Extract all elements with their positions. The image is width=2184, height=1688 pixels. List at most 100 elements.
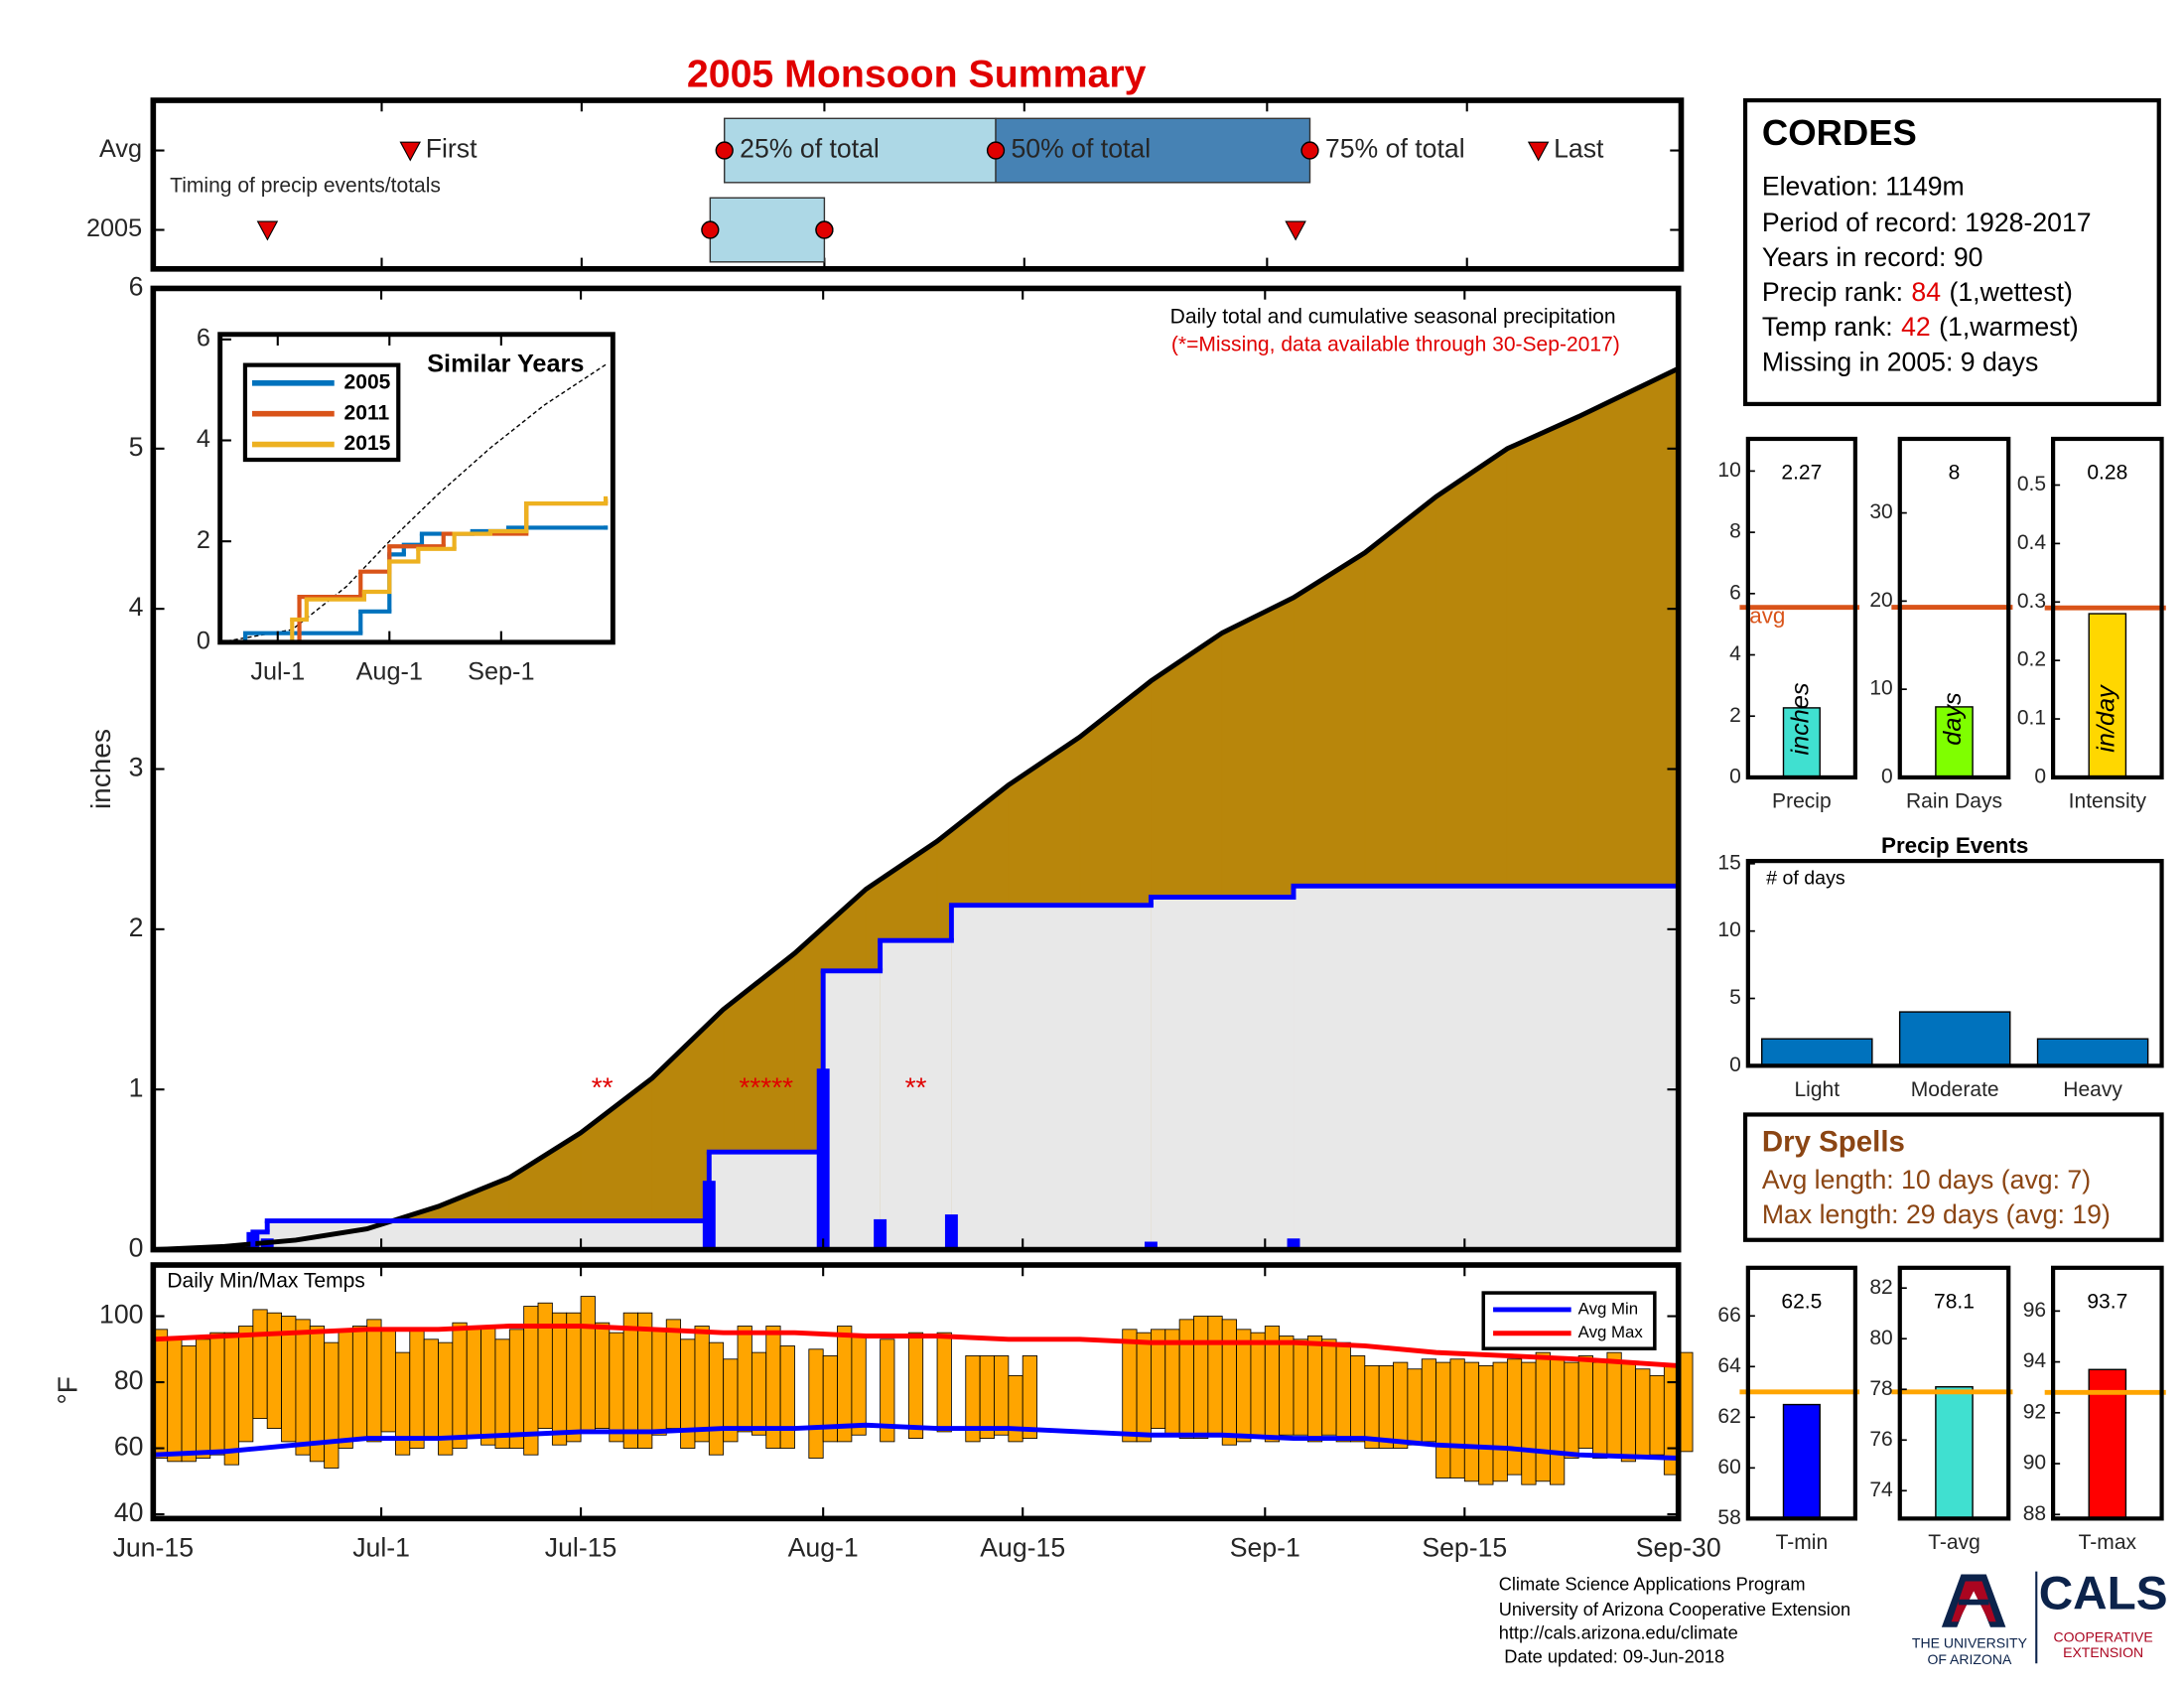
y-tick-label: 0.1 <box>2017 707 2046 730</box>
footer: Climate Science Applications Program Uni… <box>1499 1574 1850 1667</box>
y-tick-label: 10 <box>1717 459 1740 482</box>
temp-bar <box>480 1326 496 1446</box>
temp-bar <box>209 1332 225 1456</box>
temp-bar <box>694 1326 710 1443</box>
bar <box>2036 1038 2149 1067</box>
y-tick-label: 62 <box>1717 1405 1740 1428</box>
temp-bar <box>1407 1368 1423 1446</box>
axes-frame <box>1745 436 1857 780</box>
bar <box>1761 1038 1873 1067</box>
temp-bar <box>1022 1355 1037 1439</box>
precip-rank: Precip rank: 84 (1,wettest) <box>1762 277 2073 307</box>
temp-bar <box>1321 1338 1337 1436</box>
category-label: Light <box>1794 1078 1840 1101</box>
temp-bar <box>595 1322 611 1430</box>
temp-bar <box>1564 1361 1579 1459</box>
axes-frame <box>1897 436 2011 780</box>
temp-bar <box>665 1319 682 1430</box>
temp-bar <box>1635 1368 1651 1459</box>
season-area <box>880 940 952 1250</box>
temp-bar <box>1449 1358 1465 1478</box>
axes-frame <box>150 285 1682 1253</box>
y-tick-label: 2 <box>129 913 144 942</box>
temp-bar <box>266 1312 282 1430</box>
axes-frame <box>1745 859 2164 1068</box>
y-tick-label: 76 <box>1869 1428 1892 1451</box>
chart-title: Daily total and cumulative seasonal prec… <box>1170 305 1616 328</box>
quartile-marker <box>1300 141 1319 160</box>
axes-frame <box>2051 436 2164 780</box>
event-marker <box>256 220 279 241</box>
y-tick-label: 60 <box>114 1432 144 1462</box>
chart-subtitle: (*=Missing, data available through 30-Se… <box>1171 334 1620 356</box>
temp-bar <box>508 1329 525 1449</box>
marker-label: 75% of total <box>1325 134 1465 164</box>
temp-bar <box>1250 1332 1266 1439</box>
average-line <box>153 365 1680 1253</box>
y-tick-label: 30 <box>1869 500 1892 523</box>
station-frame <box>1742 97 2161 407</box>
temp-bar <box>609 1332 624 1443</box>
y-tick-label: 90 <box>2023 1452 2046 1475</box>
category-label: Precip <box>1772 790 1832 813</box>
dry-spells-max: Max length: 29 days (avg: 19) <box>1762 1199 2111 1229</box>
temp-bar <box>1521 1361 1537 1485</box>
temp-rank-note: (1,warmest) <box>1939 312 2079 342</box>
temp-bar <box>537 1302 553 1430</box>
footer-line: http://cals.arizona.edu/climate <box>1499 1622 1738 1643</box>
temp-bar <box>238 1326 254 1443</box>
quartile-marker <box>815 220 834 239</box>
y-axis-label: °F <box>53 1376 83 1404</box>
daily-bar <box>816 1068 830 1250</box>
temp-bar <box>494 1338 510 1449</box>
bar <box>1782 707 1821 778</box>
legend-label: Avg Max <box>1578 1323 1644 1341</box>
value-label: 0.28 <box>2087 462 2127 485</box>
station-years: Years in record: 90 <box>1762 242 1983 272</box>
axes-frame <box>1745 1265 1857 1521</box>
y-tick-label: 0 <box>129 1233 144 1263</box>
footer-line: University of Arizona Cooperative Extens… <box>1499 1599 1850 1619</box>
x-tick-label: Jul-15 <box>545 1532 617 1562</box>
temp-rank-value: 42 <box>1901 312 1931 342</box>
temp-bar <box>223 1332 239 1466</box>
temp-bar <box>1008 1374 1024 1443</box>
station-name: CORDES <box>1762 112 1917 153</box>
value-label: 8 <box>1949 462 1961 485</box>
y-tick-label: 0 <box>197 628 210 655</box>
legend-frame <box>1481 1291 1657 1350</box>
x-tick-label: Jul-1 <box>250 657 305 685</box>
category-label: Moderate <box>1911 1078 1999 1101</box>
y-tick-label: 74 <box>1869 1478 1893 1501</box>
chart-title: Precip Events <box>1881 833 2028 858</box>
temp-bar <box>1492 1361 1508 1482</box>
y-tick-label: 10 <box>1869 677 1892 700</box>
y-tick-label: 15 <box>1717 851 1740 874</box>
temp-bar <box>708 1341 725 1456</box>
y-tick-label: 6 <box>129 272 144 302</box>
average-line <box>153 1324 1679 1368</box>
temp-bar <box>1478 1364 1494 1485</box>
dry-spells-avg: Avg length: 10 days (avg: 7) <box>1762 1165 2091 1195</box>
bar <box>1935 706 1974 778</box>
temp-bar <box>1378 1364 1394 1449</box>
axes-frame <box>150 1262 1682 1522</box>
temp-bar <box>1592 1361 1608 1459</box>
temp-bar <box>366 1319 382 1443</box>
temp-bar <box>324 1341 340 1469</box>
temp-bar <box>409 1329 425 1449</box>
ua-logo-bar <box>1958 1599 1989 1606</box>
y-tick-label: 0 <box>2034 765 2046 787</box>
ua-logo-text: OF ARIZONA <box>1927 1651 2012 1667</box>
footer-line: Date updated: 09-Jun-2018 <box>1504 1645 1724 1666</box>
cals-logo-sub: EXTENSION <box>2063 1644 2143 1660</box>
y-tick-label: 1 <box>129 1072 144 1102</box>
temp-bar <box>751 1351 767 1436</box>
quartile-marker <box>701 220 720 239</box>
temp-bar <box>1193 1316 1209 1439</box>
temp-bar <box>1435 1361 1451 1478</box>
y-tick-label: 100 <box>99 1300 143 1330</box>
temp-bar <box>622 1312 638 1449</box>
y-tick-label: 0 <box>1729 765 1741 787</box>
temp-bar <box>1350 1355 1366 1443</box>
